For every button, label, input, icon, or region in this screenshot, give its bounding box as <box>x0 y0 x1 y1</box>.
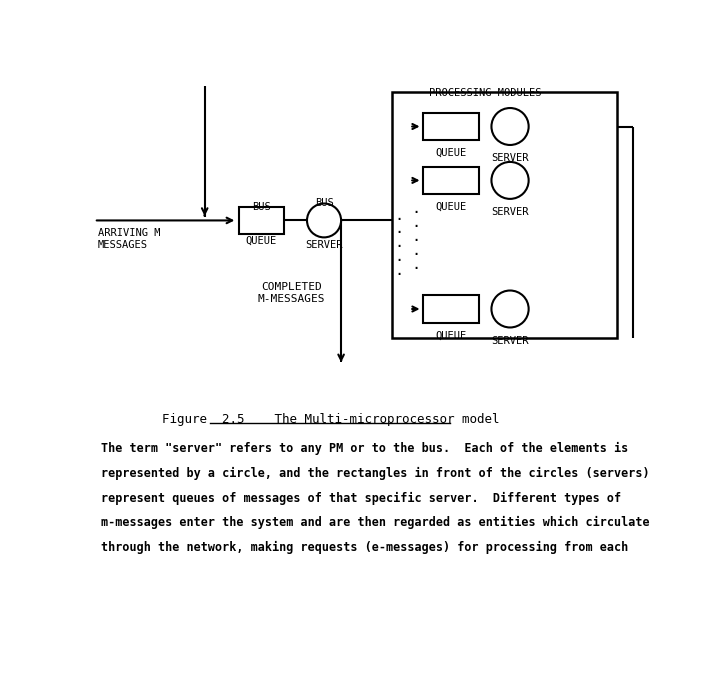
Text: represent queues of messages of that specific server.  Different types of: represent queues of messages of that spe… <box>101 492 621 505</box>
Bar <box>392 92 617 338</box>
Text: QUEUE: QUEUE <box>246 236 277 246</box>
Text: SERVER: SERVER <box>491 153 528 164</box>
Text: COMPLETED
M-MESSAGES: COMPLETED M-MESSAGES <box>258 282 325 303</box>
Circle shape <box>492 108 528 145</box>
Text: .: . <box>394 207 403 222</box>
Text: .: . <box>394 263 403 278</box>
Bar <box>423 166 479 194</box>
Text: .: . <box>411 229 420 244</box>
Text: The term "server" refers to any PM or to the bus.  Each of the elements is: The term "server" refers to any PM or to… <box>101 442 628 456</box>
Bar <box>423 295 479 323</box>
Text: SERVER: SERVER <box>491 207 528 218</box>
Text: QUEUE: QUEUE <box>436 202 467 212</box>
Text: m-messages enter the system and are then regarded as entities which circulate: m-messages enter the system and are then… <box>101 516 649 529</box>
Text: PROCESSING MODULES: PROCESSING MODULES <box>429 88 541 98</box>
Text: BUS: BUS <box>252 202 271 212</box>
Text: through the network, making requests (e-messages) for processing from each: through the network, making requests (e-… <box>101 541 628 554</box>
Text: Figure  2.5    The Multi-microprocessor model: Figure 2.5 The Multi-microprocessor mode… <box>161 413 499 426</box>
Circle shape <box>307 203 341 237</box>
Bar <box>239 207 284 233</box>
Text: represented by a circle, and the rectangles in front of the circles (servers): represented by a circle, and the rectang… <box>101 467 649 480</box>
Circle shape <box>492 162 528 199</box>
Text: .: . <box>411 243 420 258</box>
Text: SERVER: SERVER <box>305 241 343 250</box>
Text: SERVER: SERVER <box>491 336 528 346</box>
Text: QUEUE: QUEUE <box>436 148 467 158</box>
Bar <box>423 113 479 140</box>
Text: .: . <box>394 222 403 237</box>
Circle shape <box>492 291 528 327</box>
Text: .: . <box>411 201 420 216</box>
Text: .: . <box>394 235 403 250</box>
Text: ARRIVING M
MESSAGES: ARRIVING M MESSAGES <box>98 228 161 250</box>
Text: BUS: BUS <box>315 198 333 208</box>
Text: QUEUE: QUEUE <box>436 331 467 340</box>
Text: .: . <box>394 249 403 264</box>
Text: .: . <box>411 257 420 272</box>
Text: .: . <box>411 216 420 231</box>
